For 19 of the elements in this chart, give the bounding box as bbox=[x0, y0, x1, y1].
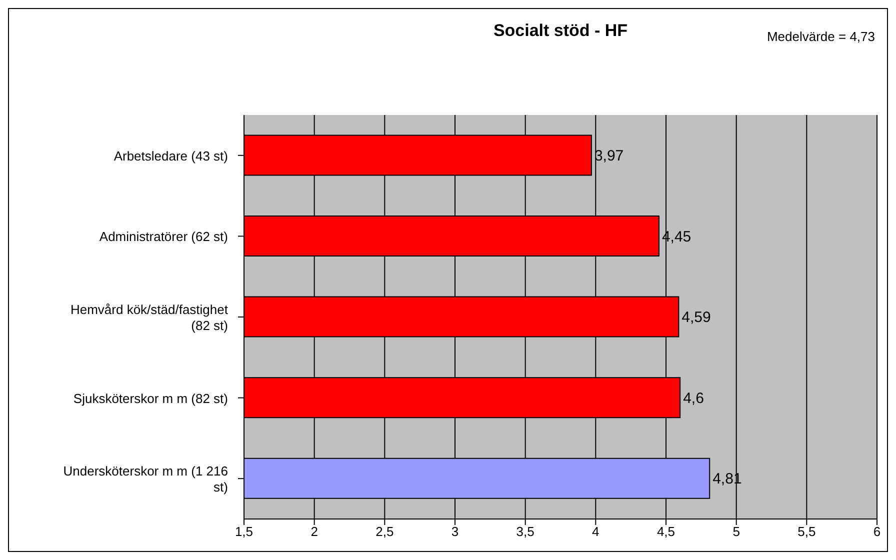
y-tick-label: Sjuksköterskor m m (82 st) bbox=[73, 390, 228, 406]
y-tick-label: Arbetsledare (43 st) bbox=[114, 148, 228, 163]
x-tick-label: 3,5 bbox=[516, 524, 534, 540]
x-tick-label: 1,5 bbox=[234, 524, 254, 540]
x-tick-label: 5,5 bbox=[798, 524, 816, 540]
x-tick-label: 6 bbox=[873, 524, 881, 540]
y-tick-label: Undersköterskor m m (1 216 st) bbox=[63, 463, 228, 494]
x-tick-label: 4 bbox=[592, 524, 600, 540]
x-tick-label: 3 bbox=[451, 524, 459, 540]
x-tick-label: 4,5 bbox=[656, 524, 676, 540]
x-tick-label: 2 bbox=[310, 524, 318, 540]
y-tick-label: Hemvård kök/städ/fastighet (82 st) bbox=[70, 302, 228, 332]
data-label: 4,6 bbox=[683, 390, 704, 407]
x-tick-label: 5 bbox=[732, 524, 740, 540]
data-label: 4,59 bbox=[682, 309, 711, 326]
x-tick-label: 2,5 bbox=[376, 524, 394, 540]
chart-title: Socialt stöd - HF bbox=[493, 21, 628, 40]
y-tick-label: Administratörer (62 st) bbox=[99, 228, 228, 244]
text: Medelvärde = 4,73 bbox=[766, 29, 875, 44]
